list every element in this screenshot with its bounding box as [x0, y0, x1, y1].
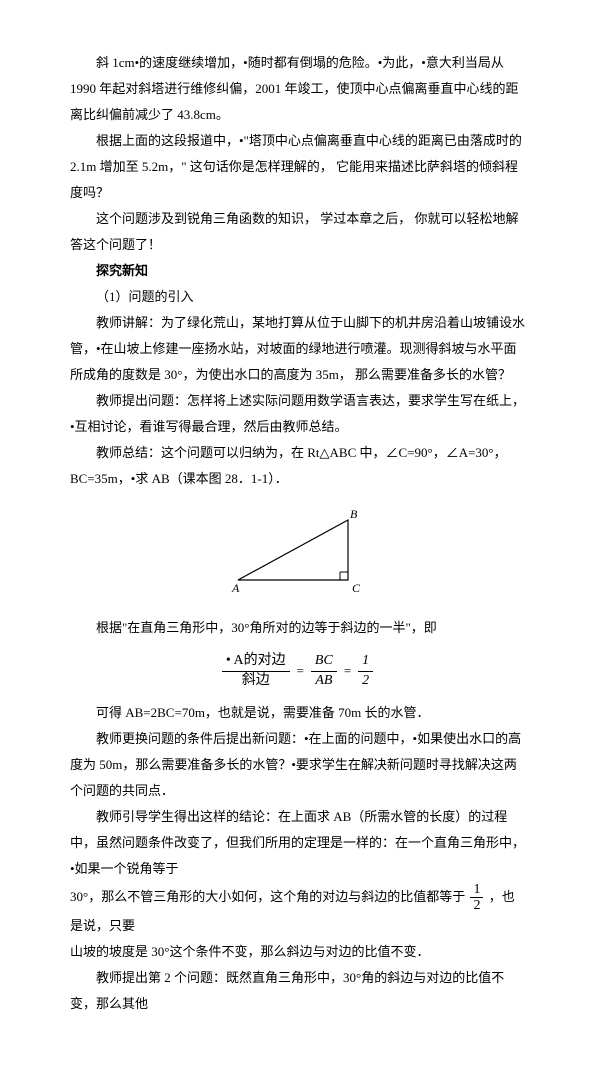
- paragraph: 斜 1cm•的速度继续增加，•随时都有倒塌的危险。•为此，•意大利当局从 199…: [70, 50, 525, 128]
- numerator: 1: [358, 653, 373, 672]
- paragraph: 教师提出第 2 个问题：既然直角三角形中，30°角的斜边与对边的比值不变，那么其…: [70, 965, 525, 1017]
- paragraph: 教师引导学生得出这样的结论：在上面求 AB（所需水管的长度）的过程中，虽然问题条…: [70, 804, 525, 882]
- paragraph: 根据"在直角三角形中，30°角所对的边等于斜边的一半"，即: [70, 615, 525, 641]
- paragraph: 教师提出问题：怎样将上述实际问题用数学语言表达，要求学生写在纸上，•互相讨论，看…: [70, 388, 525, 440]
- paragraph: 教师讲解：为了绿化荒山，某地打算从位于山脚下的机井房沿着山坡铺设水管，•在山坡上…: [70, 310, 525, 388]
- vertex-label-b: B: [350, 507, 358, 521]
- denominator: 斜边: [238, 672, 274, 690]
- paragraph: 山坡的坡度是 30°这个条件不变，那么斜边与对边的比值不变．: [70, 939, 525, 965]
- triangle-shape: [238, 520, 348, 580]
- text-span: 30°，那么不管三角形的大小如何，这个角的对边与斜边的比值都等于: [70, 888, 468, 903]
- denominator: AB: [311, 672, 336, 690]
- numerator: BC: [311, 653, 337, 672]
- equals-sign: =: [297, 658, 304, 684]
- fraction: 1 2: [358, 653, 373, 690]
- paragraph: 根据上面的这段报道中，•"塔顶中心点偏离垂直中心线的距离已由落成时的 2.1m …: [70, 128, 525, 206]
- paragraph: （1）问题的引入: [70, 284, 525, 310]
- paragraph: 教师更换问题的条件后提出新问题：•在上面的问题中，•如果使出水口的高度为 50m…: [70, 726, 525, 804]
- numerator: • A的对边: [222, 653, 290, 672]
- fraction: • A的对边 斜边: [222, 653, 290, 690]
- vertex-label-a: A: [231, 581, 240, 595]
- paragraph: 教师总结：这个问题可以归纳为，在 Rt△ABC 中，∠C=90°，∠A=30°，…: [70, 440, 525, 492]
- numerator: 1: [470, 882, 483, 898]
- denominator: 2: [358, 672, 373, 690]
- paragraph: 这个问题涉及到锐角三角函数的知识， 学过本章之后， 你就可以轻松地解答这个问题了…: [70, 206, 525, 258]
- fraction: BC AB: [311, 653, 337, 690]
- formula: • A的对边 斜边 = BC AB = 1 2: [70, 647, 525, 690]
- denominator: 2: [470, 898, 483, 913]
- vertex-label-c: C: [352, 581, 361, 595]
- triangle-diagram: A B C: [70, 500, 525, 609]
- section-heading: 探究新知: [70, 258, 525, 284]
- paragraph: 可得 AB=2BC=70m，也就是说，需要准备 70m 长的水管．: [70, 700, 525, 726]
- paragraph: 30°，那么不管三角形的大小如何，这个角的对边与斜边的比值都等于 1 2 ，也是…: [70, 882, 525, 940]
- equals-sign: =: [344, 658, 351, 684]
- document-page: 斜 1cm•的速度继续增加，•随时都有倒塌的危险。•为此，•意大利当局从 199…: [0, 0, 595, 1067]
- inline-fraction: 1 2: [470, 882, 483, 914]
